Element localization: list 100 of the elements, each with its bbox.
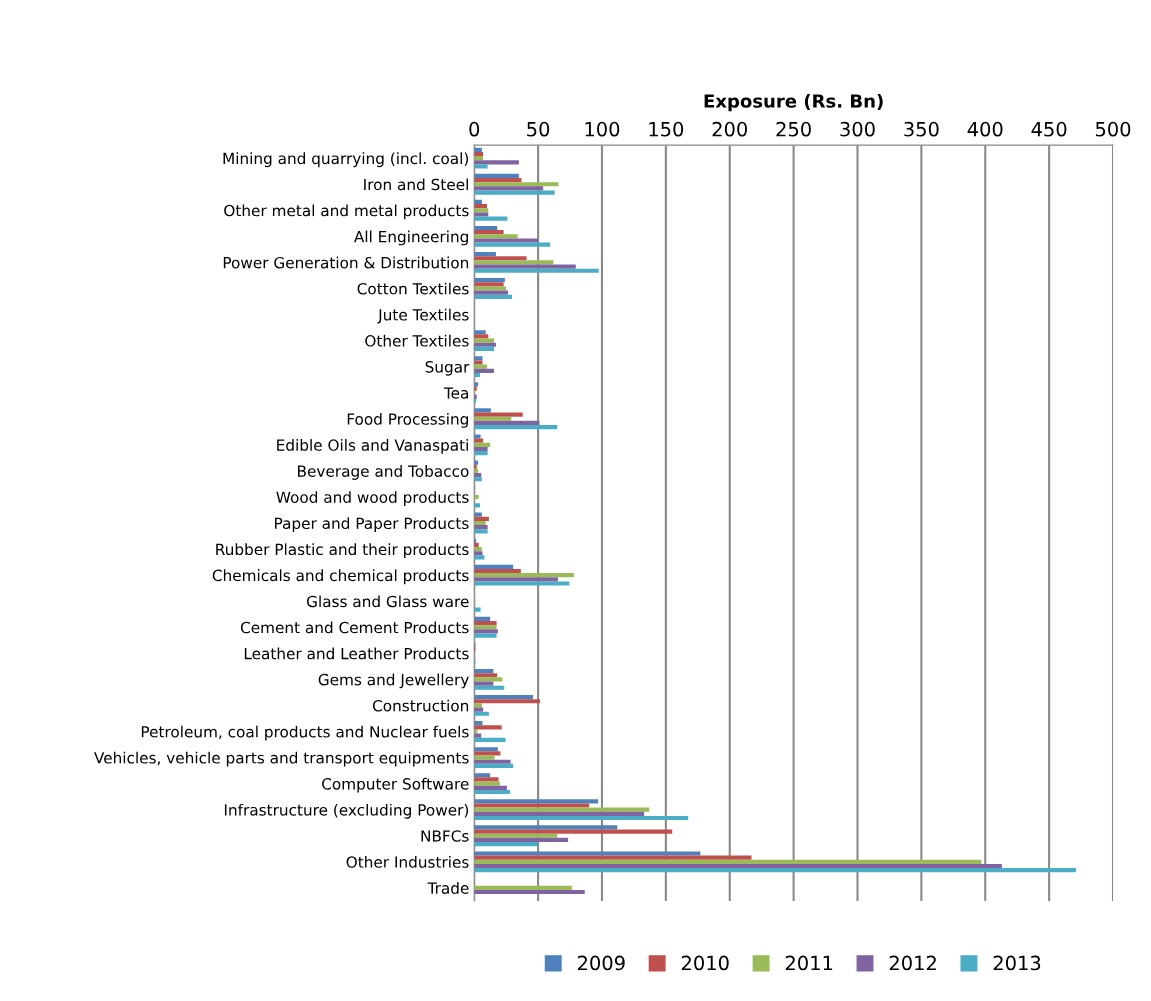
bar: [474, 529, 488, 534]
bar: [474, 338, 495, 343]
bar: [474, 668, 494, 674]
y-tick-label: Food Processing: [347, 412, 468, 428]
bar: [474, 260, 554, 265]
bar: [474, 851, 701, 856]
y-tick-label: Other Industries: [346, 856, 469, 868]
bar: [474, 360, 483, 365]
bar: [474, 681, 494, 686]
x-tick-label: 300: [840, 121, 875, 137]
bar: [474, 629, 498, 634]
bar: [474, 386, 477, 391]
bar: [474, 268, 599, 273]
x-tick-label: 200: [712, 121, 747, 137]
bar: [474, 164, 488, 169]
bar: [474, 225, 498, 231]
bar: [474, 725, 502, 730]
y-tick-label: Tea: [443, 387, 468, 399]
bar: [474, 751, 501, 756]
bar: [474, 703, 482, 708]
x-tick-label: 400: [967, 121, 1003, 137]
x-tick-label: 450: [1031, 121, 1067, 137]
y-tick-label: Wood and wood products: [276, 491, 469, 506]
bar: [474, 412, 523, 417]
bar: [474, 607, 481, 612]
bar: [474, 290, 509, 295]
bar: [474, 885, 572, 890]
bar: [474, 282, 504, 287]
y-tick-label: NBFCs: [421, 830, 469, 842]
x-tick-label: 150: [649, 121, 684, 137]
bar: [474, 182, 559, 187]
y-tick-label: Paper and Paper Products: [275, 517, 469, 532]
bar: [474, 837, 569, 842]
bar: [474, 829, 673, 834]
bar: [474, 555, 485, 560]
y-tick-label: Iron and Steel: [364, 178, 468, 191]
x-tick-label: 50: [527, 121, 550, 137]
bar: [474, 334, 489, 339]
y-tick-label: All Engineering: [354, 230, 468, 246]
bar: [474, 212, 489, 217]
bar: [474, 186, 544, 191]
bar: [474, 811, 645, 816]
bar: [474, 177, 522, 183]
y-tick-label: Infrastructure (excluding Power): [224, 803, 469, 819]
y-tick-label: Edible Oils and Vanaspati: [277, 439, 468, 454]
x-tick-label: 250: [776, 121, 811, 137]
legend-label: 2010: [681, 955, 729, 971]
bar: [474, 416, 512, 421]
bar: [474, 673, 498, 678]
bar: [474, 863, 1002, 869]
y-tick-label: Sugar: [425, 361, 470, 376]
bar: [474, 356, 483, 361]
bar: [474, 242, 551, 247]
bar: [474, 777, 499, 782]
bar: [474, 278, 505, 283]
x-tick-label: 350: [904, 121, 939, 137]
bar: [474, 294, 512, 299]
bar: [474, 773, 491, 778]
bar: [474, 577, 558, 582]
y-tick-label: Jute Textiles: [377, 308, 469, 324]
bar: [474, 573, 574, 578]
bar: [474, 330, 486, 335]
y-tick-label: Mining and quarrying (incl. coal): [223, 152, 469, 168]
bar: [474, 525, 488, 530]
bar: [474, 234, 518, 239]
bar: [474, 446, 488, 452]
y-tick-label: Power Generation & Distribution: [223, 256, 469, 269]
bar: [474, 520, 486, 526]
bar: [474, 825, 618, 830]
bar: [474, 160, 519, 165]
bar: [474, 747, 498, 752]
y-tick-label: Beverage and Tobacco: [298, 465, 469, 480]
y-tick-label: Gems and Jewellery: [318, 673, 469, 689]
bar: [474, 204, 487, 209]
bar: [474, 451, 488, 456]
y-tick-label: Trade: [427, 882, 469, 894]
bar: [474, 807, 650, 812]
bar: [474, 616, 491, 622]
bar: [474, 815, 689, 821]
bar: [474, 460, 479, 465]
bar: [474, 677, 503, 682]
y-tick-label: Other metal and metal products: [224, 204, 469, 220]
y-tick-label: Construction: [372, 699, 469, 712]
bar: [474, 842, 538, 847]
bar: [474, 785, 507, 790]
y-tick-label: Other Textiles: [365, 334, 469, 347]
x-tick-label: 100: [585, 121, 620, 137]
bar: [474, 238, 539, 243]
bar: [474, 251, 496, 257]
bar: [474, 699, 541, 704]
bar: [474, 803, 590, 808]
bar: [474, 516, 489, 521]
legend-label: 2011: [785, 955, 833, 971]
bar: [474, 564, 514, 569]
y-tick-label: Computer Software: [322, 777, 469, 793]
legend-label: 2009: [577, 955, 625, 971]
bar: [474, 264, 576, 269]
bar: [474, 346, 495, 352]
bar: [474, 799, 599, 804]
bar: [474, 625, 497, 630]
